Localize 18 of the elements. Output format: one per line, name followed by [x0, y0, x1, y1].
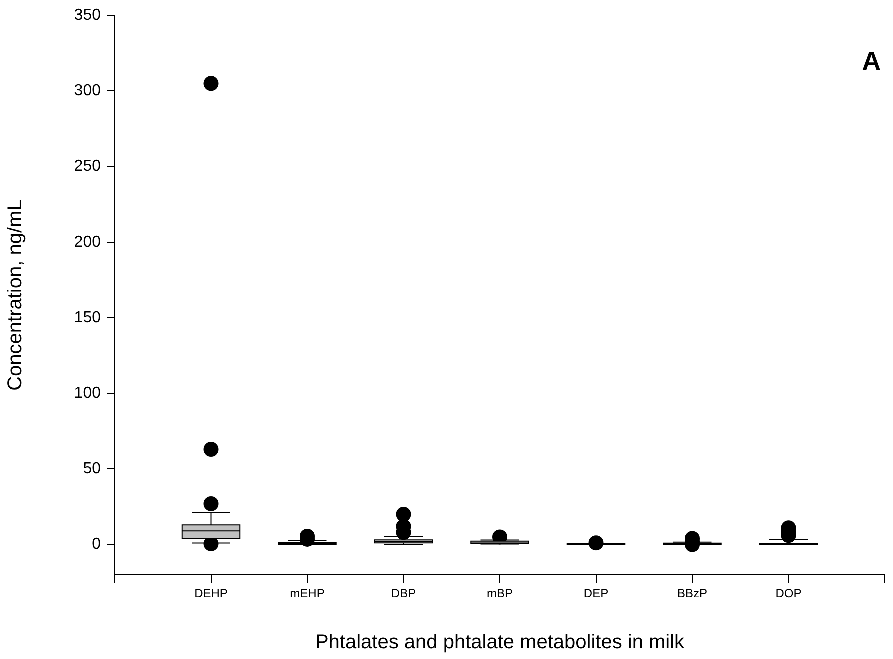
y-tick-label: 0	[92, 536, 102, 554]
y-tick-label: 150	[74, 309, 102, 326]
x-tick-label: DEHP	[194, 586, 228, 601]
y-axis-title: Concentration, ng/mL	[4, 200, 27, 391]
x-tick-label: mEHP	[290, 586, 325, 601]
y-tick-label: 250	[74, 158, 102, 176]
annotation: A	[862, 46, 882, 76]
y-tick-label: 100	[74, 384, 102, 402]
y-tick-label: 300	[74, 82, 102, 100]
x-tick-label: DEP	[584, 586, 609, 601]
x-tick-label: BBzP	[677, 586, 708, 601]
x-tick-label: mBP	[486, 586, 514, 601]
x-tick-label: DOP	[776, 586, 802, 601]
x-tick-label: DBP	[391, 586, 416, 601]
y-tick-label: 50	[83, 460, 102, 478]
y-tick-label: 350	[74, 7, 102, 24]
x-axis-title: Phtalates and phtalate metabolites in milk	[315, 632, 686, 654]
y-tick-label: 200	[74, 234, 102, 251]
